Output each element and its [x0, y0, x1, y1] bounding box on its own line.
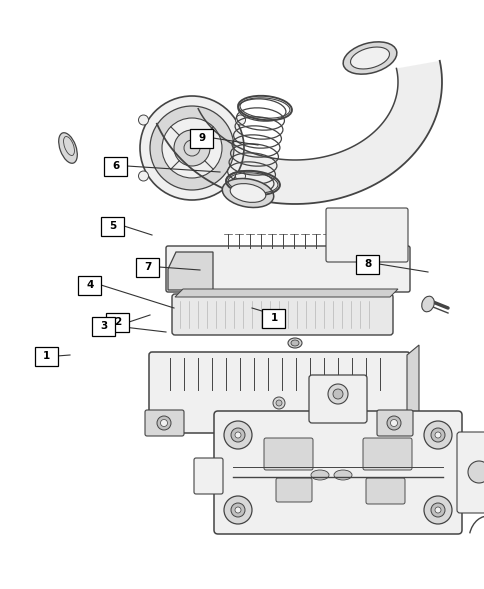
- Ellipse shape: [343, 42, 396, 74]
- Ellipse shape: [230, 184, 265, 203]
- Text: 4: 4: [86, 280, 93, 290]
- FancyBboxPatch shape: [213, 411, 461, 534]
- Text: 3: 3: [100, 321, 107, 331]
- Ellipse shape: [162, 118, 222, 178]
- FancyBboxPatch shape: [92, 316, 115, 336]
- Ellipse shape: [59, 133, 77, 163]
- Ellipse shape: [138, 171, 148, 181]
- Ellipse shape: [174, 130, 210, 166]
- FancyBboxPatch shape: [356, 254, 378, 273]
- Ellipse shape: [333, 470, 351, 480]
- FancyBboxPatch shape: [101, 217, 124, 236]
- FancyBboxPatch shape: [149, 352, 409, 433]
- Ellipse shape: [230, 503, 244, 517]
- FancyBboxPatch shape: [78, 276, 101, 294]
- Ellipse shape: [430, 503, 444, 517]
- FancyBboxPatch shape: [365, 478, 404, 504]
- FancyBboxPatch shape: [106, 313, 129, 332]
- Text: 9: 9: [198, 133, 205, 143]
- FancyBboxPatch shape: [136, 257, 159, 276]
- Ellipse shape: [272, 397, 285, 409]
- Ellipse shape: [310, 470, 328, 480]
- Polygon shape: [175, 289, 397, 297]
- FancyBboxPatch shape: [262, 309, 285, 327]
- FancyBboxPatch shape: [325, 208, 407, 262]
- Ellipse shape: [230, 428, 244, 442]
- Polygon shape: [406, 345, 418, 430]
- Ellipse shape: [150, 106, 233, 190]
- Polygon shape: [156, 61, 441, 204]
- Text: 6: 6: [112, 161, 120, 171]
- Ellipse shape: [423, 421, 451, 449]
- Ellipse shape: [390, 419, 397, 426]
- Text: 7: 7: [144, 262, 151, 272]
- Text: 2: 2: [114, 317, 121, 327]
- Ellipse shape: [327, 384, 348, 404]
- FancyBboxPatch shape: [104, 157, 127, 176]
- Ellipse shape: [235, 171, 245, 181]
- Ellipse shape: [421, 296, 433, 312]
- Ellipse shape: [275, 400, 281, 406]
- Ellipse shape: [467, 461, 484, 483]
- Ellipse shape: [160, 419, 167, 426]
- Ellipse shape: [138, 115, 148, 125]
- Ellipse shape: [222, 178, 273, 207]
- Ellipse shape: [423, 496, 451, 524]
- Ellipse shape: [434, 432, 440, 438]
- FancyBboxPatch shape: [275, 478, 311, 502]
- Ellipse shape: [235, 507, 241, 513]
- FancyBboxPatch shape: [456, 432, 484, 513]
- FancyBboxPatch shape: [263, 438, 312, 470]
- FancyBboxPatch shape: [145, 410, 183, 436]
- FancyBboxPatch shape: [190, 128, 213, 147]
- FancyBboxPatch shape: [34, 346, 58, 366]
- Ellipse shape: [224, 496, 252, 524]
- Ellipse shape: [235, 115, 245, 125]
- Text: 1: 1: [42, 351, 49, 361]
- FancyBboxPatch shape: [376, 410, 412, 436]
- Text: 5: 5: [109, 221, 116, 231]
- Ellipse shape: [333, 389, 342, 399]
- Ellipse shape: [350, 47, 389, 69]
- Ellipse shape: [183, 140, 199, 156]
- Ellipse shape: [434, 507, 440, 513]
- Text: 8: 8: [363, 259, 371, 269]
- FancyBboxPatch shape: [362, 438, 411, 470]
- FancyBboxPatch shape: [194, 458, 223, 494]
- Ellipse shape: [157, 416, 171, 430]
- Text: 1: 1: [270, 313, 277, 323]
- Polygon shape: [167, 252, 212, 290]
- Ellipse shape: [430, 428, 444, 442]
- Ellipse shape: [235, 432, 241, 438]
- Ellipse shape: [224, 421, 252, 449]
- Ellipse shape: [386, 416, 400, 430]
- Ellipse shape: [287, 338, 302, 348]
- FancyBboxPatch shape: [166, 246, 409, 292]
- FancyBboxPatch shape: [308, 375, 366, 423]
- FancyBboxPatch shape: [172, 294, 392, 335]
- Ellipse shape: [140, 96, 243, 200]
- Ellipse shape: [290, 340, 298, 346]
